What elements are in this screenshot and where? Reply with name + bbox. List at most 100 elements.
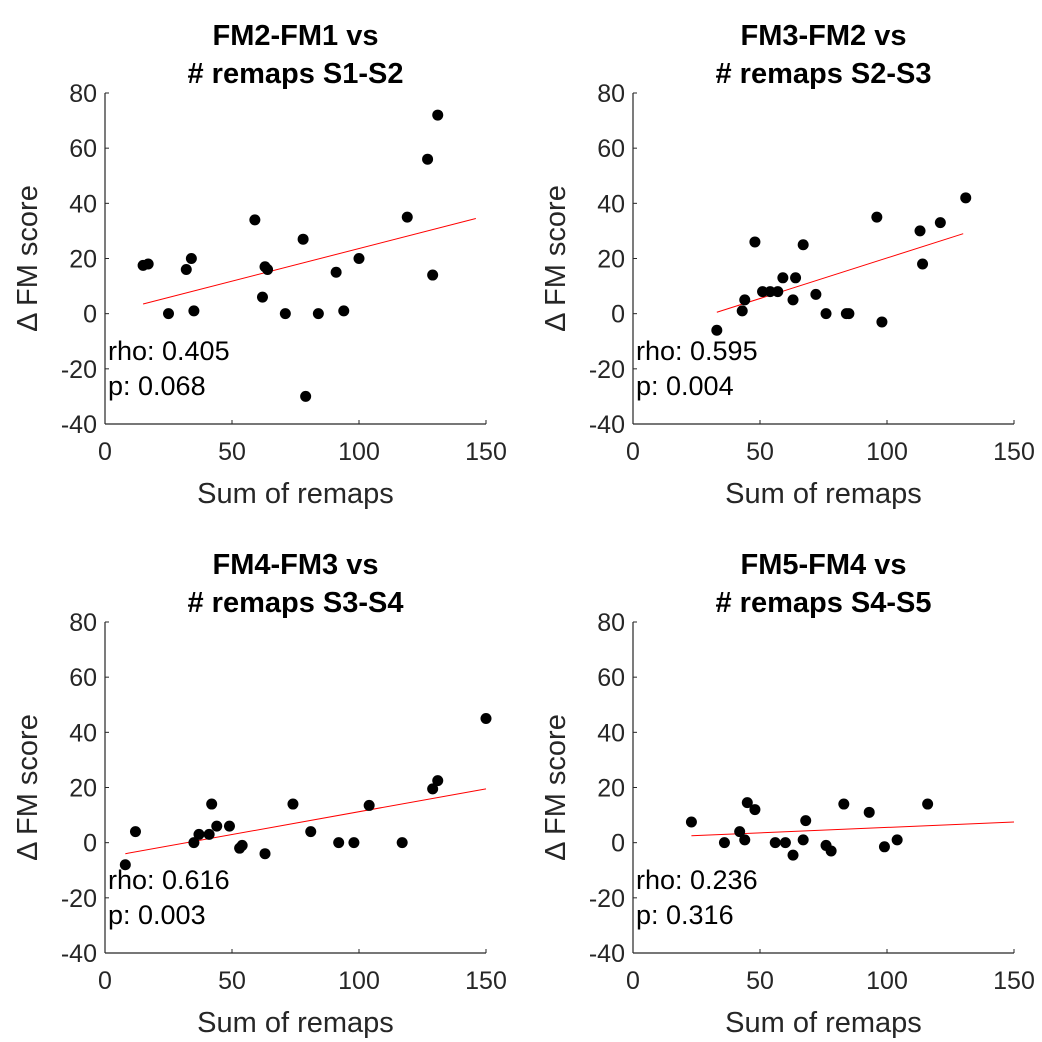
- data-point: [422, 153, 434, 165]
- x-tick-label: 150: [993, 967, 1035, 995]
- data-point: [480, 713, 492, 725]
- chart-title-line-1: FM5-FM4 vs: [741, 549, 907, 581]
- data-point: [741, 797, 753, 809]
- data-point: [262, 264, 274, 276]
- x-tick-label: 50: [218, 967, 246, 995]
- data-point: [338, 305, 350, 317]
- rho-annotation: rho: 0.236: [636, 865, 758, 895]
- data-point: [249, 214, 261, 226]
- x-tick-label: 0: [626, 438, 640, 466]
- data-point: [838, 798, 850, 810]
- rho-annotation: rho: 0.616: [108, 865, 230, 895]
- chart-title-line-1: FM3-FM2 vs: [741, 20, 907, 52]
- data-point: [779, 837, 791, 849]
- chart-title-line-2: # remaps S1-S2: [187, 58, 403, 90]
- y-tick-label: 80: [597, 609, 625, 637]
- data-point: [757, 286, 769, 298]
- data-point: [427, 783, 439, 795]
- fit-line: [125, 788, 487, 855]
- y-tick-label: 40: [597, 190, 625, 218]
- y-axis-label: Δ FM score: [12, 714, 44, 861]
- data-point: [843, 308, 855, 320]
- chart-title-line-2: # remaps S2-S3: [715, 58, 931, 90]
- p-annotation: p: 0.068: [108, 371, 206, 401]
- data-point: [772, 286, 784, 298]
- data-point: [736, 305, 748, 317]
- scatter-panel-2: FM3-FM2 vs # remaps S2-S3 -40 -20 0 20 40 60 80 0…: [540, 20, 1035, 510]
- data-point: [193, 828, 205, 840]
- data-point: [185, 253, 197, 264]
- p-annotation: p: 0.316: [636, 900, 734, 930]
- data-point: [287, 798, 299, 810]
- data-point: [871, 211, 883, 223]
- data-point: [711, 324, 723, 336]
- data-point: [960, 192, 972, 204]
- data-point: [330, 266, 342, 278]
- data-point: [401, 211, 413, 223]
- y-tick-label: 60: [69, 664, 97, 692]
- data-point: [787, 849, 799, 861]
- data-point: [188, 305, 200, 317]
- chart-title-line-1: FM2-FM1 vs: [213, 20, 379, 52]
- x-tick-label: 50: [746, 967, 774, 995]
- data-point: [432, 109, 444, 121]
- data-point: [312, 308, 324, 320]
- y-tick-label: 60: [69, 135, 97, 163]
- y-tick-label: 80: [69, 609, 97, 637]
- x-tick-label: 100: [338, 967, 380, 995]
- data-point: [333, 837, 345, 849]
- x-tick-label: 0: [626, 967, 640, 995]
- data-point: [203, 828, 215, 840]
- x-tick-label: 150: [465, 438, 507, 466]
- x-tick-label: 150: [993, 438, 1035, 466]
- x-tick-label: 0: [98, 967, 112, 995]
- x-axis-label: Sum of remaps: [725, 1007, 922, 1039]
- data-point: [163, 308, 174, 320]
- y-tick-label: 80: [69, 80, 97, 108]
- y-tick-label: -40: [589, 940, 625, 968]
- x-tick-label: 100: [338, 438, 380, 466]
- fit-line: [691, 821, 1015, 837]
- chart-title-line-1: FM4-FM3 vs: [213, 549, 379, 581]
- data-point: [777, 272, 789, 284]
- data-point: [917, 258, 929, 270]
- data-point: [223, 820, 235, 832]
- data-point: [119, 859, 131, 871]
- x-tick-label: 50: [746, 438, 774, 466]
- x-tick-label: 50: [218, 438, 246, 466]
- data-point: [142, 258, 154, 270]
- data-point: [820, 308, 832, 320]
- y-axis-label: Δ FM score: [540, 714, 572, 861]
- y-tick-label: 20: [597, 775, 625, 803]
- data-point: [685, 816, 697, 828]
- data-point: [739, 834, 751, 846]
- data-point: [206, 798, 218, 810]
- x-tick-label: 100: [866, 438, 908, 466]
- data-point: [396, 837, 408, 849]
- data-point: [878, 841, 890, 853]
- chart-title-line-2: # remaps S4-S5: [715, 587, 931, 619]
- y-tick-label: 0: [83, 301, 97, 329]
- rho-annotation: rho: 0.595: [636, 336, 758, 366]
- y-tick-label: -20: [589, 356, 625, 384]
- data-point: [800, 815, 812, 827]
- y-tick-label: 40: [69, 190, 97, 218]
- y-tick-label: 0: [611, 830, 625, 858]
- data-point: [348, 837, 360, 849]
- data-point: [259, 848, 271, 860]
- y-tick-label: 0: [611, 301, 625, 329]
- y-tick-label: 20: [597, 246, 625, 274]
- data-point: [863, 806, 875, 818]
- data-point: [914, 225, 926, 237]
- x-tick-label: 100: [866, 967, 908, 995]
- data-point: [211, 820, 223, 832]
- x-axis-label: Sum of remaps: [725, 478, 922, 510]
- scatter-panel-4: FM5-FM4 vs # remaps S4-S5 -40 -20 0 20 40 60 80 0…: [540, 549, 1035, 1039]
- data-point: [764, 286, 776, 298]
- y-tick-label: 40: [69, 719, 97, 747]
- data-point: [300, 390, 312, 402]
- data-point: [797, 239, 809, 251]
- y-tick-label: -40: [589, 411, 625, 439]
- y-tick-label: 0: [83, 830, 97, 858]
